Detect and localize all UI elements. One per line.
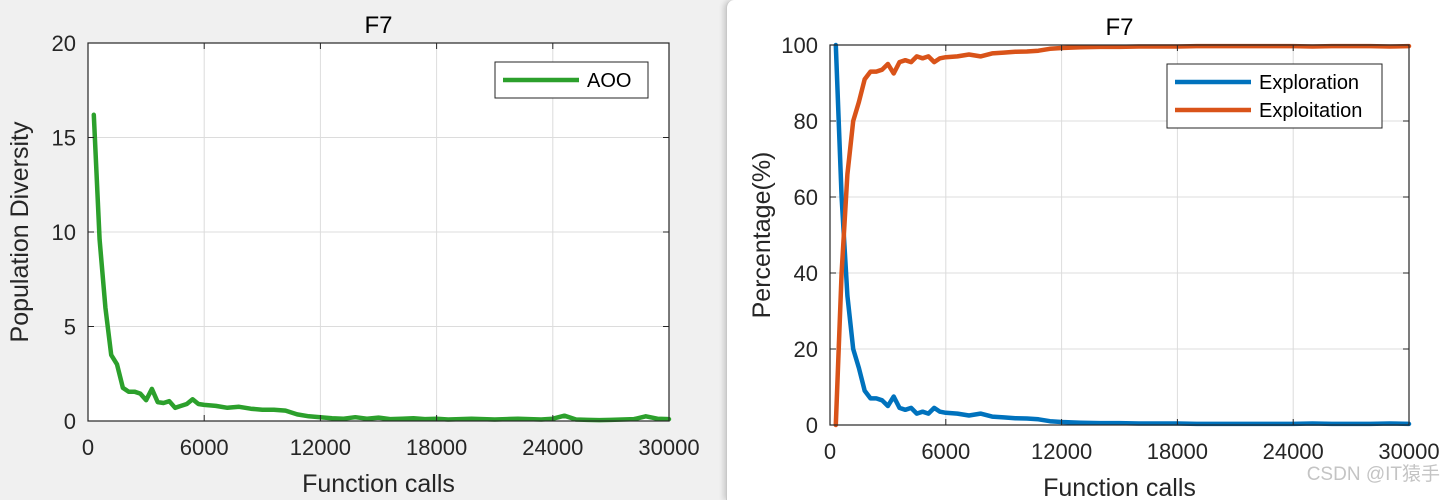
x-tick-label: 18000 [1147, 439, 1208, 464]
legend-label-exploitation: Exploitation [1259, 100, 1362, 122]
x-tick-label: 12000 [1031, 439, 1092, 464]
x-tick-label: 0 [82, 435, 94, 460]
x-tick-label: 24000 [522, 435, 583, 460]
y-tick-label: 20 [52, 31, 76, 56]
left-chart-panel: 0 6000 12000 18000 24000 30000 0 5 10 15 20 F7 Funct… [0, 0, 718, 500]
legend: AOO [494, 61, 649, 99]
chart-title: F7 [364, 12, 392, 39]
x-tick-label: 30000 [638, 435, 699, 460]
series-line-aoo [91, 112, 672, 423]
y-tick-label: 0 [806, 413, 818, 438]
y-tick-label: 15 [52, 126, 76, 151]
exploration-exploitation-chart: 0 6000 12000 18000 24000 30000 0 20 40 60 80 100 F7 F… [748, 14, 1440, 500]
x-tick-label: 0 [824, 439, 836, 464]
x-tick-label: 6000 [180, 435, 229, 460]
y-tick-label: 100 [781, 33, 818, 58]
legend-label-aoo: AOO [587, 70, 631, 92]
y-tick-label: 40 [794, 261, 818, 286]
population-diversity-chart: 0 6000 12000 18000 24000 30000 0 5 10 15 20 F7 Funct… [6, 12, 700, 498]
y-tick-label: 20 [794, 337, 818, 362]
y-tick-label: 10 [52, 220, 76, 245]
x-tick-label: 6000 [921, 439, 970, 464]
y-tick-label: 5 [64, 315, 76, 340]
series-line-exploration [833, 42, 1412, 427]
right-chart-panel: 0 6000 12000 18000 24000 30000 0 20 40 60 80 100 F7 F… [726, 0, 1455, 500]
axes-box [829, 44, 1410, 426]
chart-title: F7 [1105, 14, 1133, 41]
y-tick-label: 80 [794, 109, 818, 134]
series-line-exploitation [833, 43, 1412, 428]
x-axis-label: Function calls [1043, 474, 1196, 500]
legend-label-exploration: Exploration [1259, 72, 1359, 94]
x-axis-label: Function calls [302, 470, 455, 498]
x-tick-label: 24000 [1263, 439, 1324, 464]
y-tick-label: 0 [64, 409, 76, 434]
legend: Exploration Exploitation [1166, 63, 1383, 129]
legend-box [1166, 63, 1383, 129]
x-tick-label: 18000 [406, 435, 467, 460]
x-tick-label: 12000 [290, 435, 351, 460]
y-axis-label: Percentage(%) [748, 152, 776, 319]
y-axis-label: Population Diversity [6, 121, 34, 342]
y-tick-label: 60 [794, 185, 818, 210]
x-tick-label: 30000 [1378, 439, 1439, 464]
